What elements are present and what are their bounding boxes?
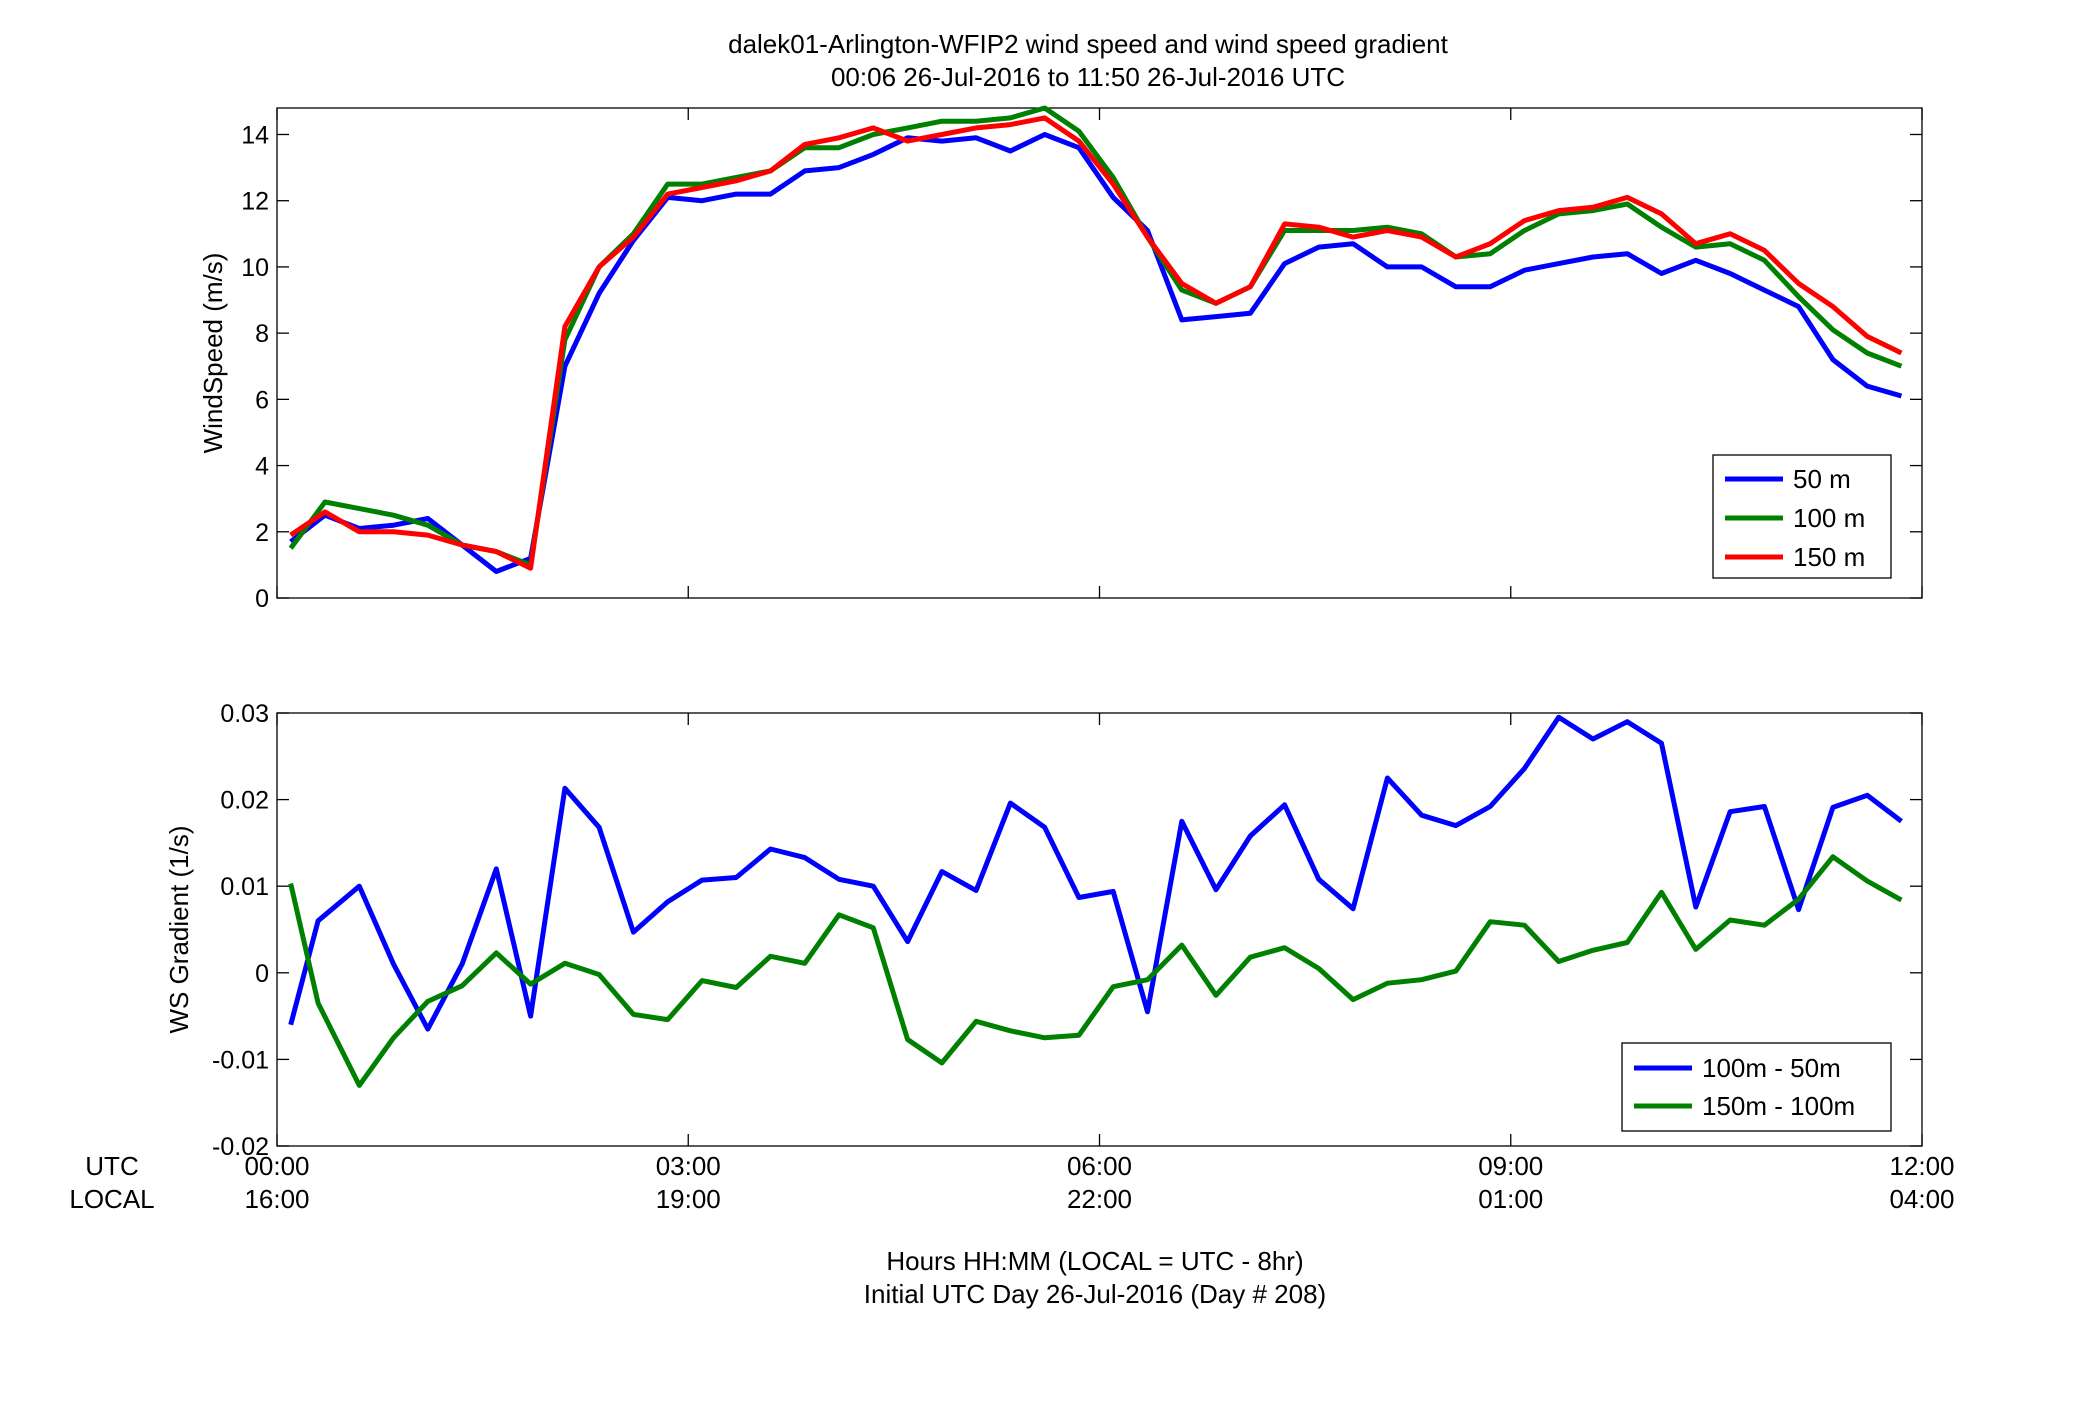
y-axis-label: WindSpeed (m/s) <box>198 253 228 454</box>
series-line <box>289 132 1903 574</box>
legend-entry-label: 100 m <box>1793 503 1865 533</box>
x-tick-label-utc: 09:00 <box>1478 1151 1543 1181</box>
x-tick-label-utc: 06:00 <box>1067 1151 1132 1181</box>
chart-title-line1: dalek01-Arlington-WFIP2 wind speed and w… <box>728 29 1449 59</box>
x-axis-footer-line2: Initial UTC Day 26-Jul-2016 (Day # 208) <box>864 1279 1326 1309</box>
x-tick-label-local: 01:00 <box>1478 1184 1543 1214</box>
y-tick-label: -0.02 <box>212 1133 269 1161</box>
legend-entry-label: 100m - 50m <box>1702 1053 1841 1083</box>
y-tick-label: 6 <box>255 386 269 414</box>
x-tick-label-utc: 12:00 <box>1889 1151 1954 1181</box>
y-tick-label: 12 <box>241 188 269 216</box>
x-axis-time-labels: UTC LOCAL <box>69 1151 154 1214</box>
x-tick-label-local: 19:00 <box>656 1184 721 1214</box>
y-tick-label: 4 <box>255 453 269 481</box>
y-tick-label: 0.02 <box>220 787 269 815</box>
y-tick-label: 10 <box>241 254 269 282</box>
x-tick-label-local: 22:00 <box>1067 1184 1132 1214</box>
chart-title-line2: 00:06 26-Jul-2016 to 11:50 26-Jul-2016 U… <box>831 62 1345 92</box>
y-tick-label: 0 <box>255 960 269 988</box>
x-tick-label-local: 16:00 <box>244 1184 309 1214</box>
y-tick-label: 0.01 <box>220 873 269 901</box>
legend: 100m - 50m 150m - 100m <box>1621 1042 1892 1132</box>
y-tick-label: 0.03 <box>220 700 269 728</box>
x-axis-footer-line1: Hours HH:MM (LOCAL = UTC - 8hr) <box>886 1246 1303 1276</box>
y-tick-label: 8 <box>255 320 269 348</box>
x-tick-label-local: 04:00 <box>1889 1184 1954 1214</box>
legend-entry-label: 150m - 100m <box>1702 1091 1855 1121</box>
x-tick-label-utc: 03:00 <box>656 1151 721 1181</box>
local-row-label: LOCAL <box>69 1184 154 1214</box>
y-tick-label: -0.01 <box>212 1046 269 1074</box>
x-tick-label-utc: 00:00 <box>244 1151 309 1181</box>
y-tick-label: 14 <box>241 121 269 149</box>
series-line <box>288 854 1903 1088</box>
series-line <box>289 115 1903 571</box>
legend-entry-label: 150 m <box>1793 542 1865 572</box>
legend: 50 m 100 m 150 m <box>1712 454 1892 579</box>
y-tick-label: 0 <box>255 585 269 613</box>
y-tick-label: 2 <box>255 519 269 547</box>
legend-box <box>1621 1042 1892 1132</box>
series-line <box>288 714 1903 1032</box>
legend-entry-label: 50 m <box>1793 464 1851 494</box>
y-axis-label: WS Gradient (1/s) <box>164 825 194 1033</box>
wind-speed-panel: 0 2 4 6 8 10 12 14 WindSpeed (m/s) 50 m 100 m 150 m <box>198 105 1923 613</box>
utc-row-label: UTC <box>85 1151 138 1181</box>
